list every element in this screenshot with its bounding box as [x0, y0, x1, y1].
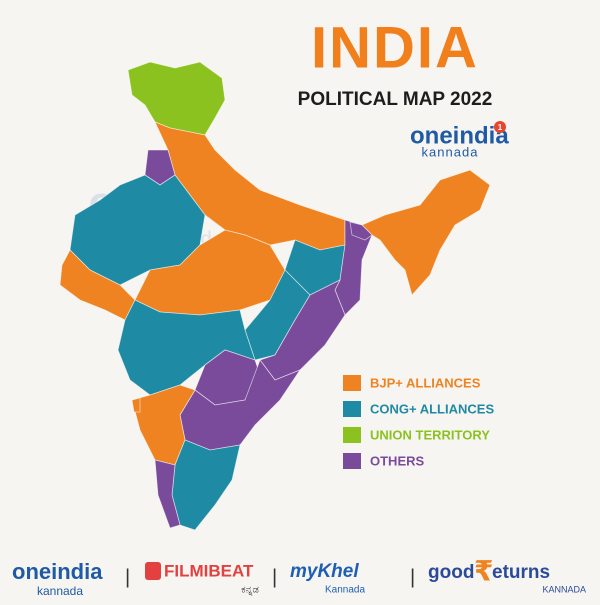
subtitle: POLITICAL MAP 2022 [298, 89, 493, 110]
region [361, 169, 491, 296]
footer: oneindia kannada | FILMIBEAT ಕನ್ನಡ | myK… [12, 555, 586, 598]
footer-rupee: ₹ [474, 555, 493, 586]
footer-oneindia-sub: kannada [37, 584, 83, 598]
title: INDIA [311, 15, 479, 80]
brand-name: oneindia [410, 122, 509, 149]
footer-oneindia: oneindia [12, 559, 103, 584]
footer-filmibeat: FILMIBEAT [164, 561, 254, 580]
legend-swatch [343, 401, 361, 417]
footer-mykhel-sub: Kannada [325, 585, 365, 596]
legend-swatch [343, 375, 361, 391]
region [127, 61, 226, 136]
footer-mykhel: myKhel [290, 561, 359, 582]
brand-badge-bg [494, 121, 506, 133]
brand-badge: 1 [498, 123, 503, 132]
footer-returns: eturns [492, 562, 550, 583]
footer-filmibeat-sub: ಕನ್ನಡ [241, 585, 259, 596]
footer-good: good [428, 562, 474, 583]
india-map [59, 61, 491, 531]
separator: | [125, 566, 130, 588]
region [131, 397, 141, 413]
legend: BJP+ ALLIANCES CONG+ ALLIANCES UNION TERRI… [343, 375, 494, 469]
legend-label: BJP+ ALLIANCES [370, 375, 481, 390]
region [349, 221, 373, 241]
separator: | [410, 566, 415, 588]
legend-swatch [343, 453, 361, 469]
legend-label: OTHERS [370, 453, 425, 468]
brand-sub: kannada [422, 144, 479, 159]
region [154, 459, 181, 529]
separator: | [272, 566, 277, 588]
legend-label: UNION TERRITORY [370, 427, 490, 442]
legend-label: CONG+ ALLIANCES [370, 401, 494, 416]
footer-returns-sub: KANNADA [542, 584, 586, 594]
region [171, 439, 241, 531]
legend-swatch [343, 427, 361, 443]
filmibeat-icon [145, 562, 161, 580]
region [59, 249, 136, 321]
